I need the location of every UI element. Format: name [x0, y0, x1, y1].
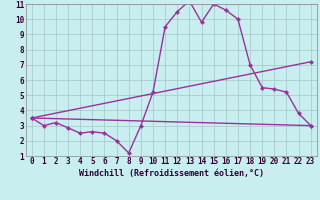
- X-axis label: Windchill (Refroidissement éolien,°C): Windchill (Refroidissement éolien,°C): [79, 169, 264, 178]
